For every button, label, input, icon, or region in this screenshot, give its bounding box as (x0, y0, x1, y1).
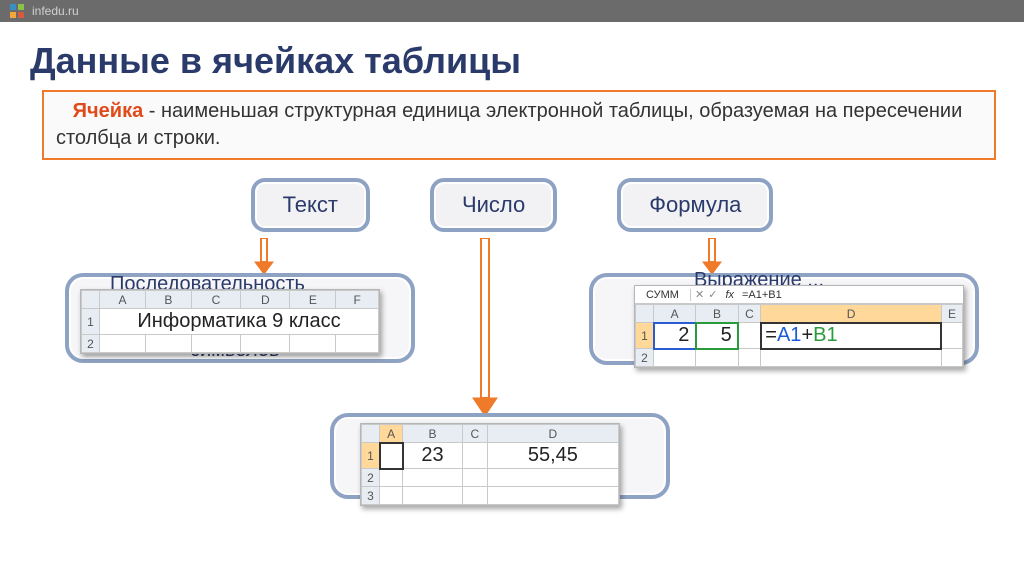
definition-term: Ячейка (73, 100, 144, 122)
page-title: Данные в ячейках таблицы (0, 22, 1024, 90)
browser-header: infedu.ru (0, 0, 1024, 22)
mini-left-content: Информатика 9 класс (100, 309, 379, 335)
type-row: Текст Число Формула (0, 178, 1024, 232)
definition-box: Ячейка - наименьшая структурная единица … (42, 90, 996, 160)
stage: Последовательность символов Выражение ..… (0, 255, 1024, 555)
type-number-box: Число (430, 178, 557, 232)
fx-icon: fx (721, 289, 738, 301)
formula-cell: =A1+B1 (761, 323, 942, 349)
name-box: СУММ (635, 289, 691, 301)
definition-rest: - наименьшая структурная единица электро… (56, 100, 962, 149)
type-text-box: Текст (251, 178, 370, 232)
type-formula-box: Формула (617, 178, 773, 232)
mini-sheet-text: AB CD EF 1 Информатика 9 класс 2 (80, 289, 380, 354)
url-text: infedu.ru (32, 4, 79, 18)
formula-bar-buttons: ✕✓ (691, 288, 721, 301)
formula-bar: СУММ ✕✓ fx =A1+B1 (635, 286, 963, 304)
mini-sheet-formula: СУММ ✕✓ fx =A1+B1 A B C D E 1 2 5 =A1+B1 (634, 285, 964, 368)
site-logo-icon (10, 4, 24, 18)
formula-input: =A1+B1 (738, 289, 963, 301)
mini-sheet-number: A B C D 1 23 55,45 2 3 (360, 423, 620, 506)
